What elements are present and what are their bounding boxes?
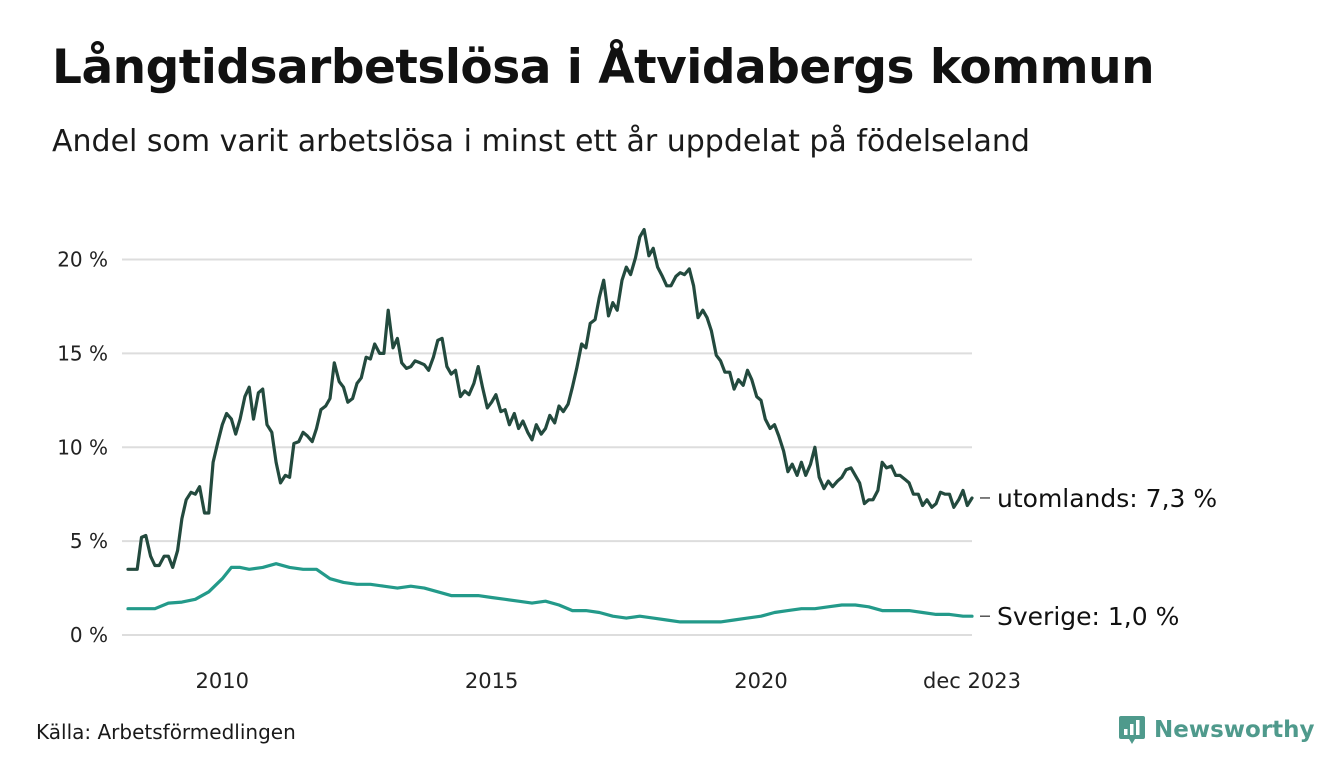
newsworthy-logo-icon xyxy=(1119,716,1145,744)
y-tick-label: 15 % xyxy=(57,341,108,365)
y-tick-label: 0 % xyxy=(70,623,108,647)
end-label-sverige: Sverige: 1,0 % xyxy=(997,602,1179,631)
y-tick-label: 5 % xyxy=(70,529,108,553)
x-tick-label: 2020 xyxy=(734,669,787,693)
source-note: Källa: Arbetsförmedlingen xyxy=(36,720,296,744)
y-tick-label: 20 % xyxy=(57,248,108,272)
x-tick-label: dec 2023 xyxy=(923,669,1021,693)
brand-logo[interactable]: Newsworthy xyxy=(1118,714,1315,746)
x-tick-label: 2015 xyxy=(465,669,518,693)
chart-subtitle: Andel som varit arbetslösa i minst ett å… xyxy=(52,124,1030,159)
x-tick-label: 2010 xyxy=(196,669,249,693)
brand-name: Newsworthy xyxy=(1154,717,1315,743)
series-line-sverige xyxy=(126,562,974,624)
y-tick-label: 10 % xyxy=(57,435,108,459)
end-label-utomlands: utomlands: 7,3 % xyxy=(997,484,1217,513)
series-line-utomlands xyxy=(126,227,974,571)
chart-title: Långtidsarbetslösa i Åtvidabergs kommun xyxy=(52,40,1155,95)
